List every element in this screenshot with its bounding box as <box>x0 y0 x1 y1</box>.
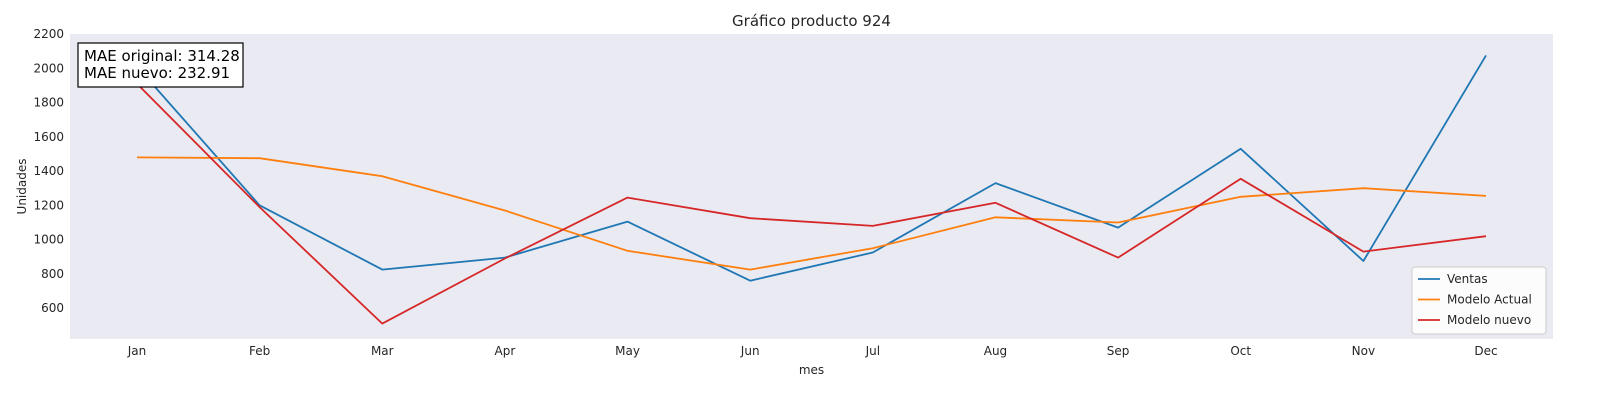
series-lines <box>136 54 1487 325</box>
x-tick-label: Nov <box>1352 344 1375 358</box>
y-axis: 600 800 1000 1200 1400 1600 1800 2000 2200 <box>33 27 64 315</box>
series-line-1 <box>136 54 1487 282</box>
x-tick-label: May <box>615 344 640 358</box>
x-tick-label: Apr <box>495 344 516 358</box>
y-axis-title: Unidades <box>15 159 29 215</box>
x-tick-label: Aug <box>984 344 1007 358</box>
annotation-mae-nuevo: MAE nuevo: 232.91 <box>84 64 230 82</box>
y-tick-label: 2000 <box>33 61 64 75</box>
y-tick-label: 800 <box>41 267 64 281</box>
x-axis-title: mes <box>799 363 824 377</box>
x-tick-label: Jun <box>740 344 760 358</box>
series-line-2 <box>136 156 1487 271</box>
legend-frame <box>1411 266 1547 335</box>
plot-area <box>70 34 1553 339</box>
x-axis: Jan Feb Mar Apr May Jun Jul Aug Sep Oct Nov Dec <box>127 344 1498 358</box>
y-tick-label: 600 <box>41 301 64 315</box>
x-tick-label: Feb <box>249 344 270 358</box>
y-tick-label: 1400 <box>33 164 64 178</box>
y-tick-label: 1200 <box>33 198 64 212</box>
x-tick-label: Dec <box>1474 344 1497 358</box>
x-tick-label: Jul <box>865 344 880 358</box>
legend-label-1: Ventas <box>1447 272 1488 286</box>
annotation-mae-original: MAE original: 314.28 <box>84 47 240 65</box>
x-tick-label: Sep <box>1107 344 1130 358</box>
mae-annotation-box: MAE original: 314.28 MAE nuevo: 232.91 <box>77 42 244 88</box>
y-tick-label: 1800 <box>33 96 64 110</box>
legend-label-3: Modelo nuevo <box>1447 313 1531 327</box>
x-tick-label: Mar <box>371 344 394 358</box>
y-tick-label: 1600 <box>33 130 64 144</box>
x-tick-label: Jan <box>127 344 147 358</box>
legend-label-2: Modelo Actual <box>1447 293 1532 307</box>
x-tick-label: Oct <box>1230 344 1251 358</box>
y-tick-label: 2200 <box>33 27 64 41</box>
series-line-3 <box>136 83 1487 325</box>
annotation-border <box>77 42 244 88</box>
y-tick-label: 1000 <box>33 233 64 247</box>
legend: Ventas Modelo Actual Modelo nuevo <box>1411 266 1547 335</box>
chart-title: Gráfico producto 924 <box>732 12 891 30</box>
